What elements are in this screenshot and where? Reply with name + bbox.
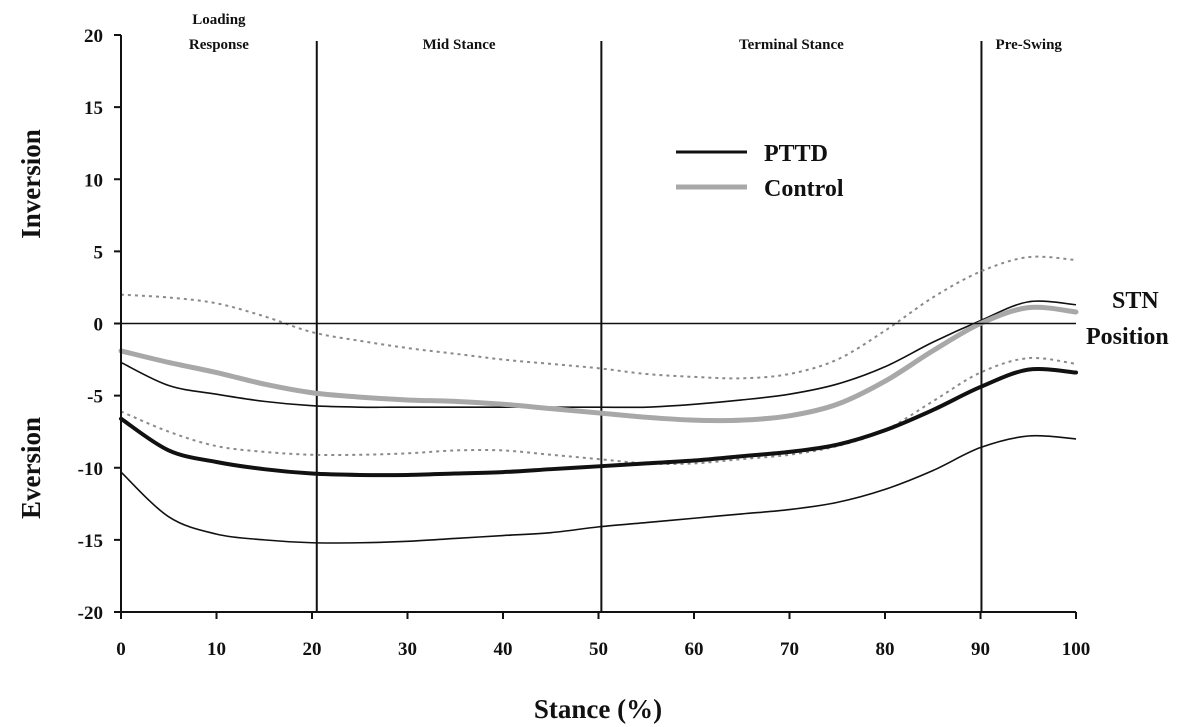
x-tick-label: 20 — [303, 639, 322, 660]
legend-label-pttd: PTTD — [764, 141, 828, 167]
x-tick-label: 60 — [685, 639, 704, 660]
legend: PTTD Control — [676, 141, 844, 202]
series-pttd-band-upper — [120, 300, 1077, 409]
y-tick-label: 10 — [84, 170, 103, 191]
phase-lines — [315, 41, 983, 612]
phase-label-0-line2: Response — [189, 37, 249, 53]
x-axis-title: Stance (%) — [534, 694, 662, 724]
series-control-mean-line — [118, 304, 1079, 424]
legend-label-control: Control — [764, 176, 844, 202]
y-tick-label: 15 — [84, 98, 103, 119]
x-tick-label: 80 — [876, 639, 895, 660]
x-tick-label: 90 — [971, 639, 990, 660]
x-tick-label: 100 — [1062, 639, 1091, 660]
phase-labels: Loading Response Mid Stance Terminal Stance… — [189, 12, 1063, 53]
y-tick-label: 5 — [94, 242, 104, 263]
series-pttd-band-lower — [120, 434, 1077, 544]
x-tick-label: 10 — [207, 639, 226, 660]
y-tick-label: -20 — [78, 603, 103, 624]
series-control-band-upper — [120, 255, 1077, 380]
phase-label-1: Mid Stance — [423, 37, 496, 53]
y-tick-label: 20 — [84, 26, 103, 47]
variability-bands — [120, 255, 1077, 544]
x-tick-label: 40 — [494, 639, 513, 660]
y-axis-title-inversion: Inversion — [16, 129, 46, 239]
y-tick-label: -10 — [78, 459, 103, 480]
stn-label-line2: Position — [1086, 324, 1169, 350]
x-tick-label: 0 — [116, 639, 126, 660]
y-tick-label: 0 — [94, 315, 104, 336]
x-tick-label: 50 — [589, 639, 608, 660]
stn-label-line1: STN — [1112, 288, 1159, 314]
x-tick-label: 70 — [780, 639, 799, 660]
series-control-band-lower — [120, 356, 1077, 465]
phase-label-0-line1: Loading — [192, 12, 246, 28]
phase-label-2: Terminal Stance — [739, 37, 844, 53]
y-tick-label: -5 — [87, 387, 103, 408]
y-axis-title-eversion: Eversion — [16, 417, 46, 519]
axes — [120, 35, 1076, 613]
mean-lines — [118, 304, 1079, 478]
x-tick-label: 30 — [398, 639, 417, 660]
y-tick-label: -15 — [78, 531, 103, 552]
series-pttd-mean-line — [119, 367, 1078, 478]
phase-label-3: Pre-Swing — [996, 37, 1063, 53]
